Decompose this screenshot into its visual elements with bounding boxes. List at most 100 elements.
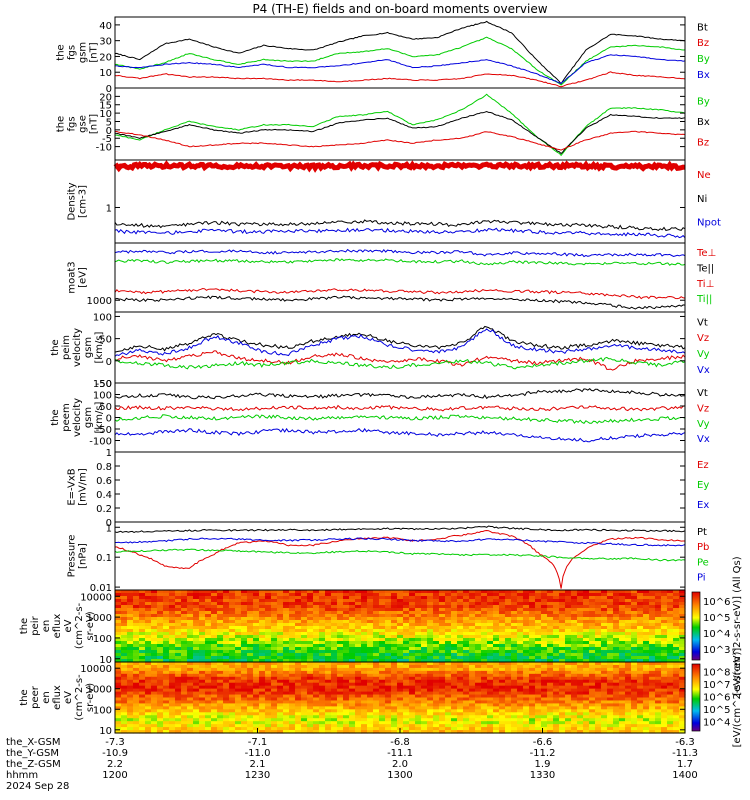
spectrogram-cell [463, 718, 470, 722]
y-label-line: [km/s] [94, 401, 105, 433]
spectrogram-cell [325, 650, 332, 654]
spectrogram-cell [463, 653, 470, 657]
spectrogram-cell [379, 614, 386, 618]
spectrogram-cell [133, 596, 140, 600]
spectrogram-cell [259, 700, 266, 705]
spectrogram-cell [637, 673, 644, 678]
spectrogram-cell [205, 688, 212, 693]
spectrogram-cell [565, 688, 572, 693]
spectrogram-cell [487, 605, 494, 609]
spectrogram-cell [595, 617, 602, 621]
y-label-line: [mV/m] [78, 468, 89, 506]
spectrogram-cell [319, 623, 326, 627]
spectrogram-cell [583, 653, 590, 657]
spectrogram-cell [337, 623, 344, 627]
spectrogram-cell [667, 605, 674, 609]
y-tick-label: 40 [99, 21, 112, 32]
spectrogram-cell [301, 715, 308, 719]
spectrogram-cell [367, 647, 374, 651]
spectrogram-cell [259, 688, 266, 693]
spectrogram-cell [271, 632, 278, 636]
spectrogram-cell [247, 730, 254, 734]
spectrogram-cell [157, 724, 164, 728]
spectrogram-cell [295, 641, 302, 645]
spectrogram-cell [361, 599, 368, 603]
spectrogram-cell [595, 644, 602, 648]
spectrogram-cell [235, 721, 242, 725]
spectrogram-cell [277, 632, 284, 636]
spectrogram-cell [427, 730, 434, 734]
spectrogram-cell [265, 697, 272, 702]
spectrogram-cell [487, 614, 494, 618]
spectrogram-cell [607, 685, 614, 690]
spectrogram-cell [625, 602, 632, 606]
spectrogram-cell [259, 632, 266, 636]
spectrogram-cell [547, 632, 554, 636]
spectrogram-cell [439, 694, 446, 699]
spectrogram-cell [361, 703, 368, 707]
spectrogram-cell [325, 679, 332, 684]
spectrogram-cell [121, 718, 128, 722]
spectrogram-cell [559, 673, 566, 678]
y-label-line: velocity [72, 328, 83, 367]
spectrogram-cell [121, 641, 128, 645]
spectrogram-cell [481, 697, 488, 702]
spectrogram-cell [319, 605, 326, 609]
spectrogram-cell [205, 596, 212, 600]
spectrogram-cell [247, 608, 254, 612]
spectrogram-cell [421, 644, 428, 648]
spectrogram-cell [325, 596, 332, 600]
spectrogram-cell [229, 596, 236, 600]
spectrogram-cell [589, 724, 596, 728]
spectrogram-cell [517, 641, 524, 645]
spectrogram-cell [607, 605, 614, 609]
spectrogram-cell [115, 617, 122, 621]
spectrogram-cell [535, 712, 542, 716]
spectrogram-cell [307, 635, 314, 639]
spectrogram-cell [409, 638, 416, 642]
spectrogram-cell [331, 596, 338, 600]
spectrogram-cell [577, 685, 584, 690]
spectrogram-cell [463, 659, 470, 663]
spectrogram-cell [289, 602, 296, 606]
spectrogram-cell [331, 620, 338, 624]
spectrogram-cell [547, 718, 554, 722]
spectrogram-cell [181, 697, 188, 702]
spectrogram-cell [205, 650, 212, 654]
spectrogram-cell [379, 632, 386, 636]
spectrogram-cell [667, 635, 674, 639]
spectrogram-cell [397, 617, 404, 621]
spectrogram-cell [349, 653, 356, 657]
spectrogram-cell [541, 605, 548, 609]
spectrogram-cell [439, 593, 446, 597]
spectrogram-cell [247, 697, 254, 702]
spectrogram-cell [283, 623, 290, 627]
spectrogram-cell [229, 608, 236, 612]
spectrogram-cell [409, 599, 416, 603]
spectrogram-cell [433, 593, 440, 597]
spectrogram-cell [571, 590, 578, 594]
spectrogram-cell [259, 647, 266, 651]
spectrogram-cell [643, 730, 650, 734]
spectrogram-cell [517, 712, 524, 716]
spectrogram-cell [181, 608, 188, 612]
spectrogram-cell [175, 602, 182, 606]
spectrogram-cell [583, 706, 590, 710]
spectrogram-cell [547, 700, 554, 705]
spectrogram-cell [199, 712, 206, 716]
spectrogram-cell [337, 700, 344, 705]
spectrogram-cell [271, 682, 278, 687]
spectrogram-cell [523, 727, 530, 731]
spectrogram-cell [349, 691, 356, 696]
spectrogram-cell [457, 623, 464, 627]
spectrogram-cell [253, 694, 260, 699]
spectrogram-cell [487, 679, 494, 684]
spectrogram-cell [427, 709, 434, 713]
spectrogram-cell [229, 593, 236, 597]
spectrogram-cell [397, 635, 404, 639]
spectrogram-cell [217, 629, 224, 633]
spectrogram-cell [427, 605, 434, 609]
spectrogram-cell [169, 593, 176, 597]
spectrogram-cell [169, 662, 176, 666]
